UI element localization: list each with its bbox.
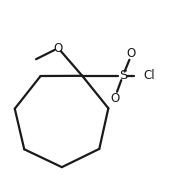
Text: O: O xyxy=(126,47,136,60)
Text: O: O xyxy=(111,92,120,105)
Text: S: S xyxy=(119,69,127,82)
Text: Cl: Cl xyxy=(143,69,155,82)
Text: O: O xyxy=(54,42,63,55)
